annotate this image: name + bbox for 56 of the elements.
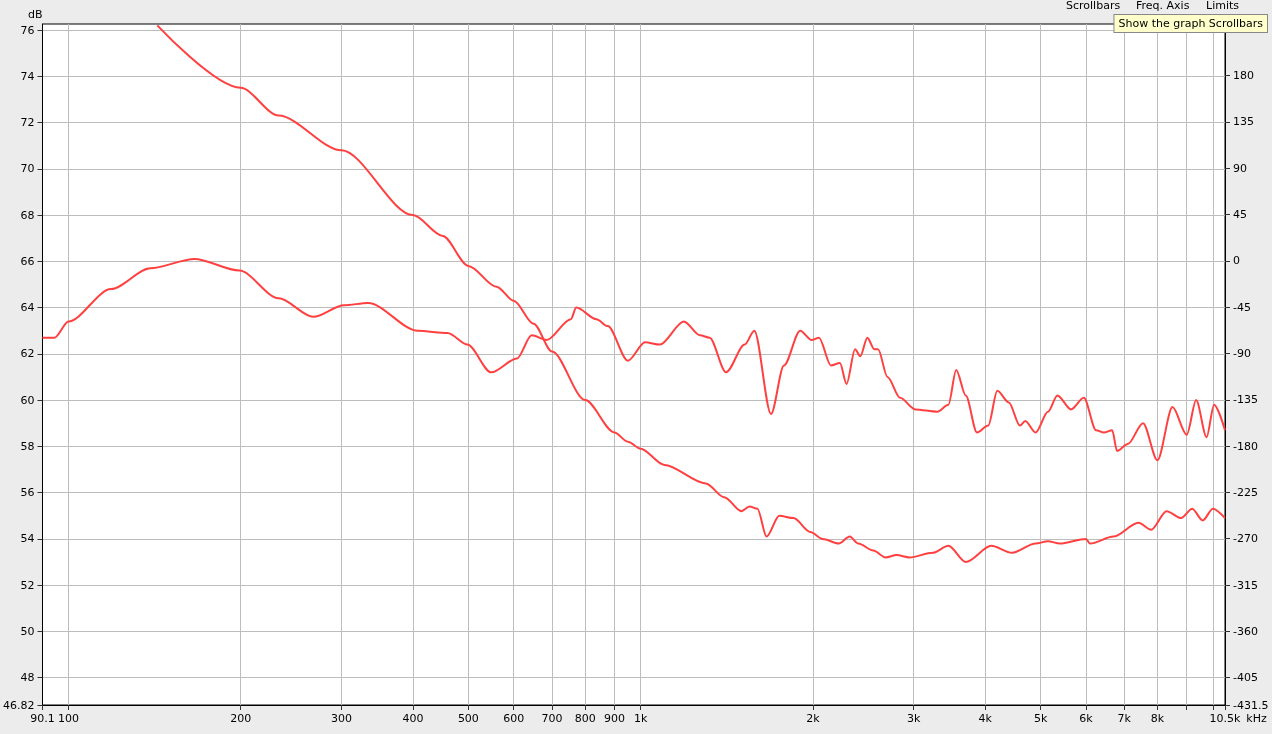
x-tick-label: 800	[574, 712, 596, 725]
x-tick-label: 5k	[1033, 712, 1048, 725]
y2-tick-label: 180	[1233, 68, 1254, 82]
x-tick-label: 100	[57, 712, 79, 725]
y-tick-label: 76	[20, 23, 35, 37]
x-tick-label: 6k	[1079, 712, 1094, 725]
y2-tick-label: -360	[1233, 624, 1258, 638]
y2-tick-label: 0	[1233, 254, 1240, 268]
text: Scrollbars	[1066, 0, 1121, 12]
y-tick-label: 64	[20, 301, 35, 315]
y2-tick-label: -225	[1233, 485, 1258, 499]
y2-tick-label: -405	[1233, 671, 1258, 685]
x-tick-label: 3k	[906, 712, 921, 725]
y-axis-title: dB	[27, 8, 43, 21]
y-tick-label: 48	[20, 671, 35, 685]
x-tick-label: 90.1	[30, 712, 55, 725]
y-tick-label: 50	[20, 624, 35, 638]
x-tick-label: 300	[330, 712, 352, 725]
y-tick-label: 46.82	[2, 698, 35, 712]
x-tick-label: 2k	[806, 712, 821, 725]
x-tick-label: 200	[230, 712, 252, 725]
annotation: Show the graph Scrollbars	[1118, 17, 1264, 30]
y2-tick-label: 135	[1233, 115, 1254, 129]
y-tick-label: 72	[20, 116, 35, 130]
y2-tick-label: -90	[1233, 346, 1251, 360]
x-tick-label: 900	[603, 712, 625, 725]
x-tick-label: 500	[457, 712, 479, 725]
y-tick-label: 68	[20, 208, 35, 222]
y2-tick-label: -270	[1233, 532, 1258, 546]
y-tick-label: 62	[20, 347, 35, 361]
text: Limits	[1206, 0, 1240, 12]
y-tick-label: 52	[20, 578, 35, 592]
x-tick-label: 700	[541, 712, 563, 725]
y2-tick-label: -135	[1233, 393, 1258, 407]
x-tick-label: 400	[402, 712, 424, 725]
x-tick-label: 1k	[633, 712, 648, 725]
x-tick-label: 600	[503, 712, 525, 725]
y-tick-label: 66	[20, 254, 35, 268]
y-tick-label: 58	[20, 439, 35, 453]
x-tick-label: 4k	[978, 712, 993, 725]
y2-tick-label: -180	[1233, 439, 1258, 453]
y2-tick-label: 90	[1233, 161, 1247, 175]
y-tick-label: 60	[20, 393, 35, 407]
x-tick-label: 10.5k	[1209, 712, 1242, 725]
x-tick-label: 8k	[1150, 712, 1165, 725]
y2-tick-label: -431.5	[1233, 698, 1269, 712]
x-tick-label: 7k	[1117, 712, 1132, 725]
y2-tick-label: 45	[1233, 207, 1247, 221]
y-tick-label: 56	[20, 486, 35, 500]
y2-tick-label: -45	[1233, 300, 1251, 314]
y2-tick-label: -315	[1233, 578, 1258, 592]
text: Freq. Axis	[1136, 0, 1190, 12]
y-tick-label: 70	[20, 162, 35, 176]
y-tick-label: 54	[20, 532, 35, 546]
x-axis-title: kHz	[1246, 712, 1267, 725]
y-tick-label: 74	[20, 69, 35, 83]
